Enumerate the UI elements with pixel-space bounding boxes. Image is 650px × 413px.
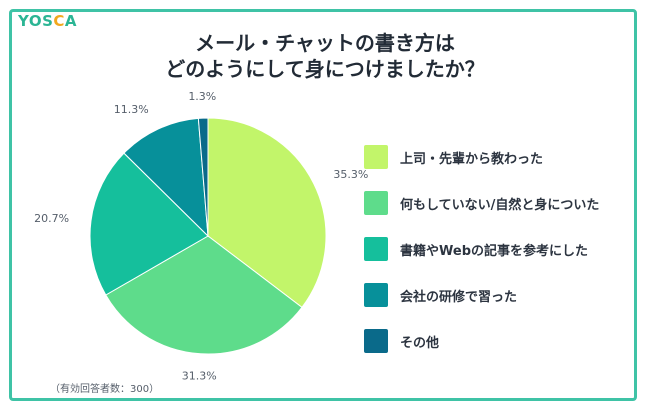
pie-slice-2 xyxy=(105,235,303,355)
chart-title-line2: どのようにして身につけましたか？ xyxy=(165,57,485,81)
legend-swatch-3 xyxy=(364,237,388,261)
legend-item-2: 何もしていない/自然と身についた xyxy=(364,180,599,226)
legend-swatch-1 xyxy=(364,145,388,169)
pie-slice-5 xyxy=(197,117,209,237)
legend-label-3: 書籍やWebの記事を参考にした xyxy=(400,243,588,259)
pie-label-4: 11.3% xyxy=(114,103,149,116)
chart-title: メール・チャットの書き方は どのようにして身につけましたか？ xyxy=(0,30,650,82)
legend-swatch-4 xyxy=(364,283,388,307)
pie-label-1: 35.3% xyxy=(333,168,368,181)
respondent-note: （有効回答者数：300） xyxy=(50,384,160,395)
legend-item-4: 会社の研修で習った xyxy=(364,272,599,318)
legend-swatch-2 xyxy=(364,191,388,215)
legend-swatch-5 xyxy=(364,329,388,353)
pie-label-5: 1.3% xyxy=(188,90,216,103)
legend-label-4: 会社の研修で習った xyxy=(400,289,518,305)
pie-slice-3 xyxy=(89,152,209,296)
legend-label-1: 上司・先輩から教わった xyxy=(400,151,544,167)
legend: 上司・先輩から教わった何もしていない/自然と身についた 書籍やWebの記事を参考に… xyxy=(364,134,599,364)
pie-label-3: 20.7% xyxy=(34,212,69,225)
pie-label-2: 31.3% xyxy=(182,370,217,383)
legend-label-5: その他 xyxy=(400,335,440,351)
chart-title-line1: メール・チャットの書き方は xyxy=(195,31,455,55)
logo-text: YOS xyxy=(18,12,54,30)
pie-slice-4 xyxy=(123,117,209,238)
legend-label-2: 何もしていない/自然と身についた xyxy=(400,197,600,213)
logo-text-end: A xyxy=(64,12,78,30)
legend-item-5: その他 xyxy=(364,318,599,364)
yosca-logo: YOSCA xyxy=(18,12,77,30)
legend-item-1: 上司・先輩から教わった xyxy=(364,134,599,180)
logo-accent: C xyxy=(53,12,65,30)
legend-item-3: 書籍やWebの記事を参考にした xyxy=(364,226,599,272)
pie-slice-1 xyxy=(207,117,327,309)
